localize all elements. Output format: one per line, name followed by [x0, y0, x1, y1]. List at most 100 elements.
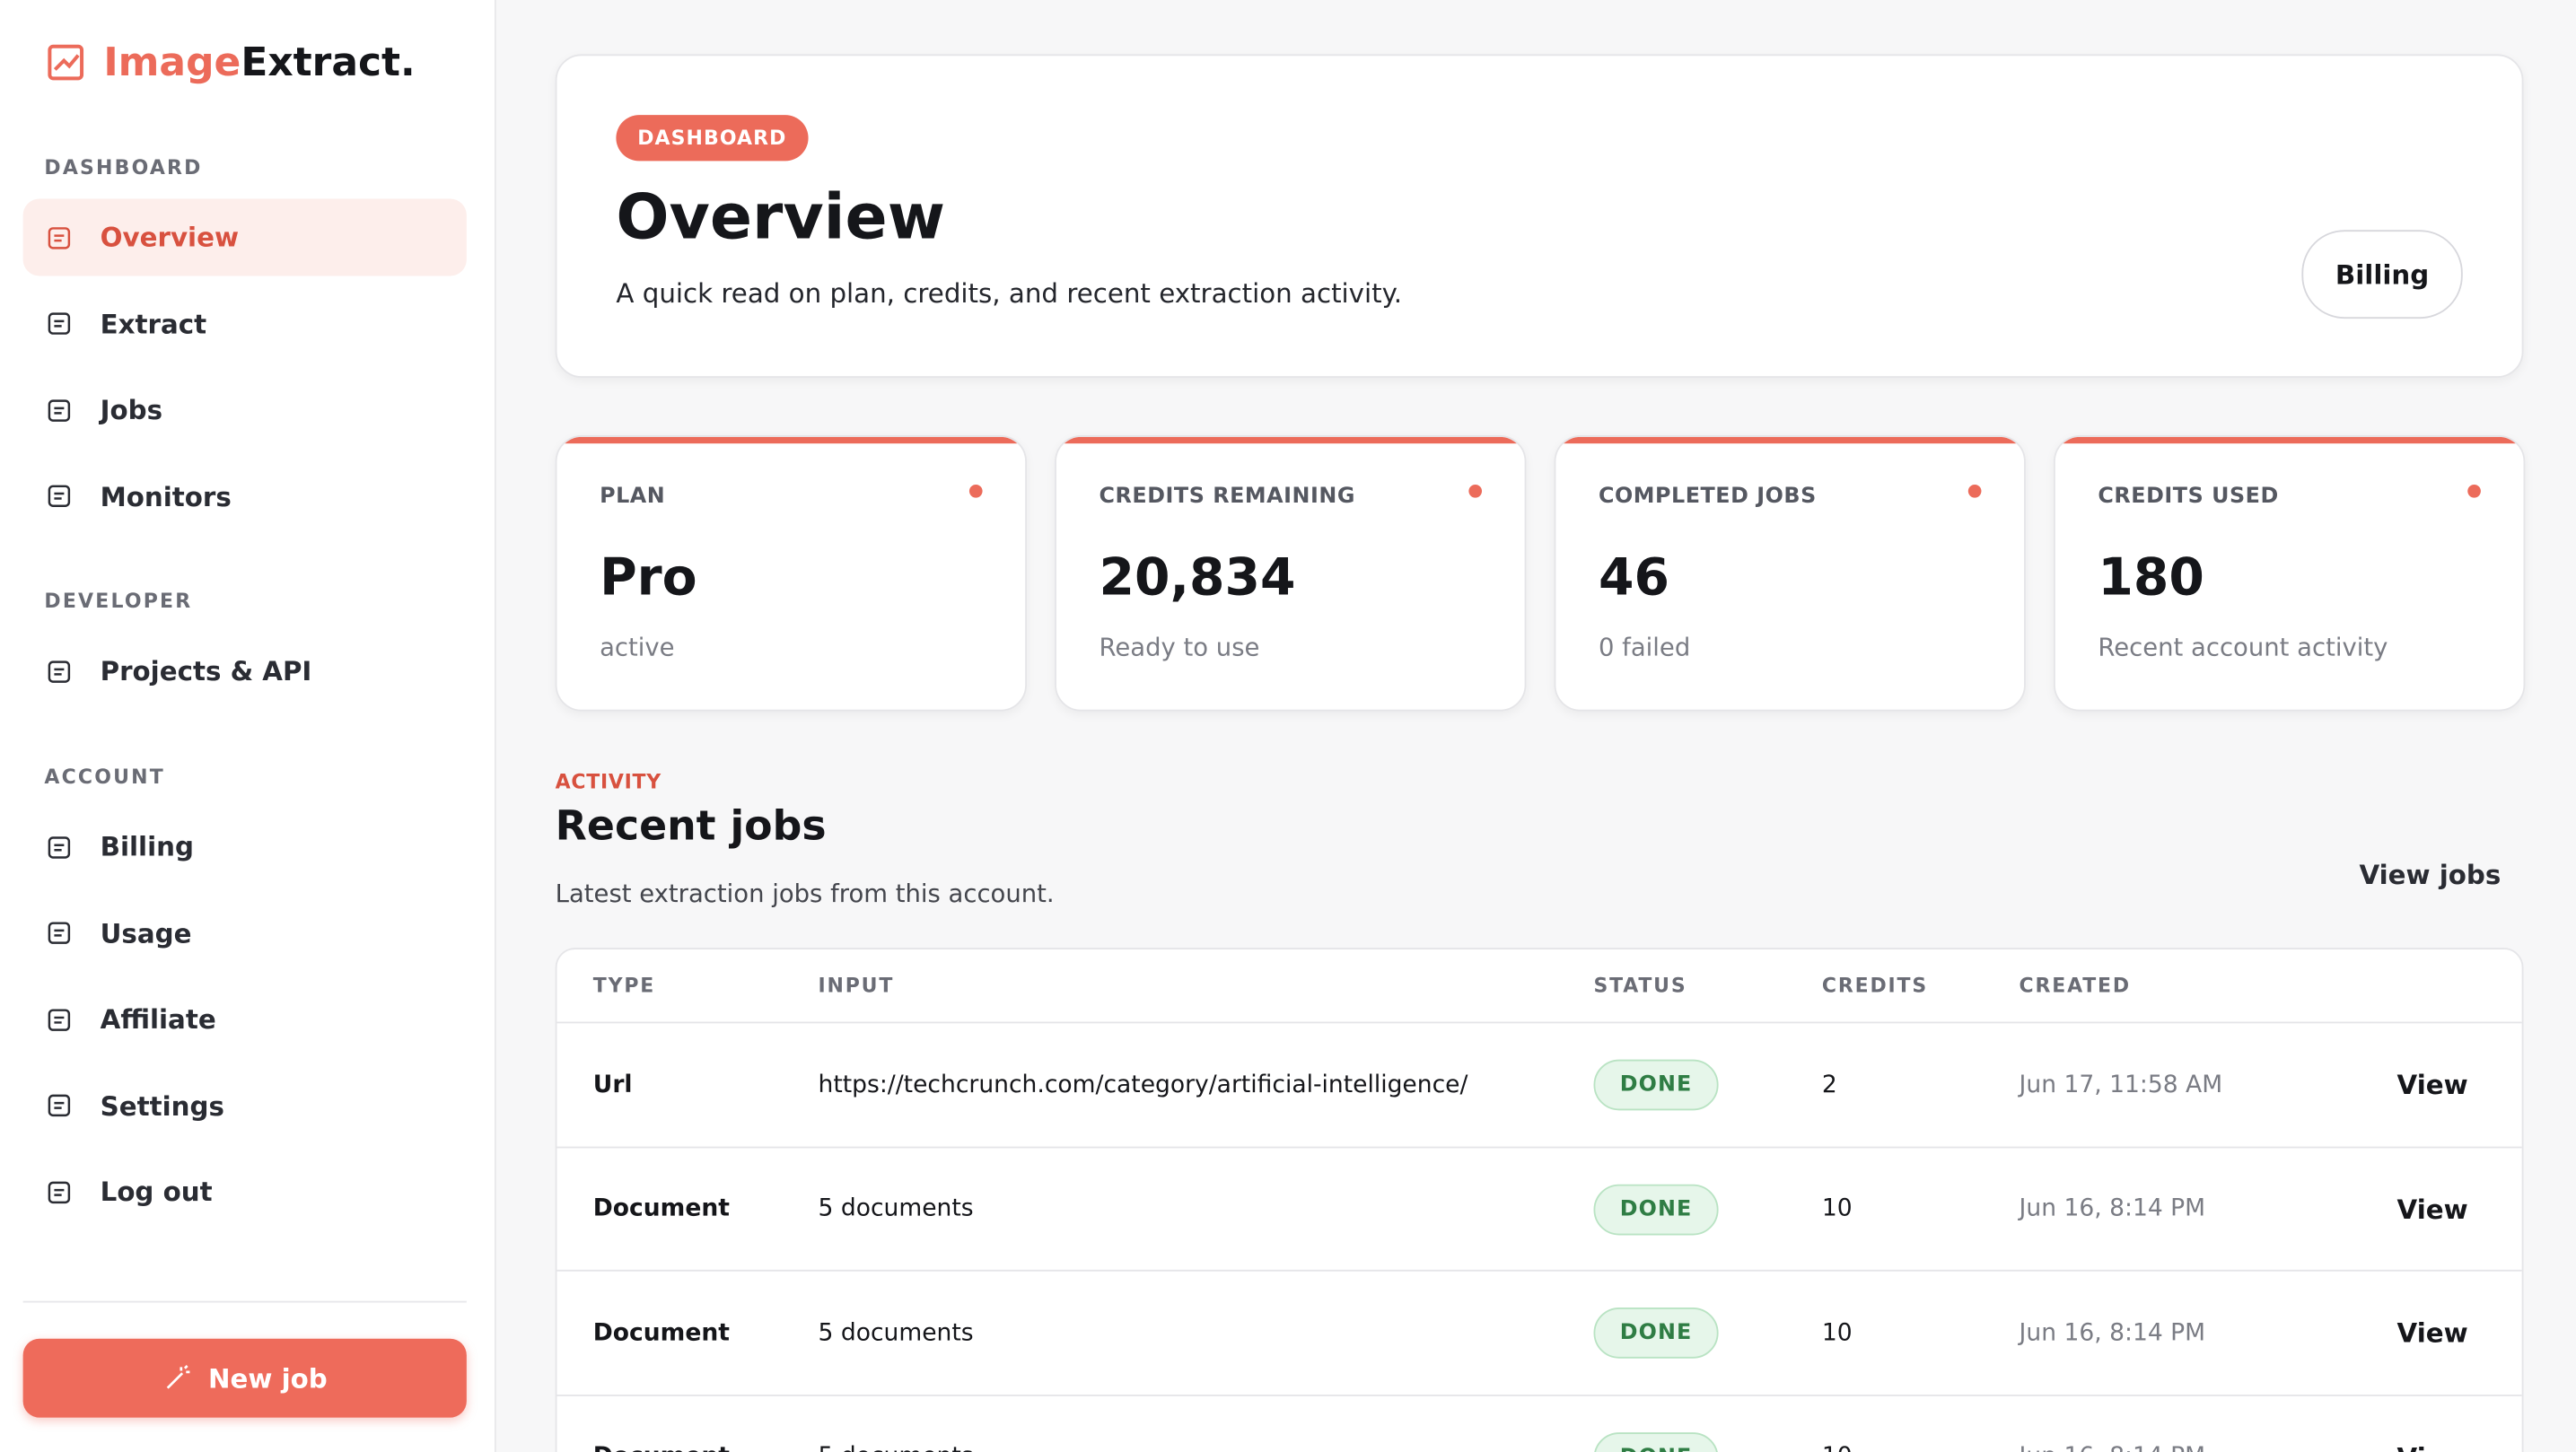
accent-bar [1555, 436, 2025, 444]
nav-icon [48, 312, 71, 335]
table-cell: Jun 16, 8:14 PM [2020, 1395, 2205, 1452]
nav-label: Monitors [100, 480, 232, 512]
nav-item[interactable]: Monitors [23, 458, 467, 535]
table-cell[interactable]: View [2397, 1395, 2468, 1452]
table-row: Document 5 documents DONE 10 Jun 16, 8:14 PM… [556, 1145, 2522, 1271]
status-pill: DONE [1593, 1059, 1719, 1111]
table-cell: DONE [1593, 1395, 1719, 1452]
nav-label: Overview [100, 222, 240, 253]
nav-icon [48, 1094, 71, 1117]
stat-note: active [600, 632, 675, 662]
table-cell: Document [592, 1319, 730, 1347]
stat-card: PLAN Pro active [555, 435, 1027, 712]
nav-item[interactable]: Settings [23, 1067, 467, 1144]
accent-bar [1056, 436, 1525, 444]
nav-item[interactable]: Log out [23, 1153, 467, 1230]
nav-icon [48, 660, 71, 682]
nav-label: Jobs [100, 394, 163, 426]
nav-item[interactable]: Affiliate [23, 981, 467, 1058]
nav-icon [48, 1180, 71, 1203]
table-cell: DONE [1593, 1148, 1719, 1271]
divider [22, 1300, 467, 1303]
accent-bar [2055, 436, 2524, 444]
section-subtitle: Latest extraction jobs from this account… [555, 879, 1055, 909]
eyebrow: ACTIVITY [555, 770, 662, 794]
brand-icon [48, 44, 84, 81]
nav-icon [48, 922, 71, 944]
status-dot [1468, 484, 1483, 498]
accent-bar [556, 436, 1026, 444]
brand: ImageExtract. [44, 39, 416, 86]
stat-value: 180 [2098, 548, 2204, 608]
table-cell: Document [592, 1195, 730, 1222]
status-pill: DONE [1593, 1183, 1719, 1235]
nav-icon [48, 485, 71, 507]
table-cell: Document [593, 1395, 730, 1452]
table-row: Url https://techcrunch.com/category/artif… [556, 1021, 2522, 1147]
nav-section-title: DASHBOARD [44, 155, 203, 179]
nav-item[interactable]: Billing [23, 809, 467, 886]
stat-card: COMPLETED JOBS 46 0 failed [1554, 435, 2026, 712]
table-cell: 5 documents [818, 1319, 974, 1347]
new-job-button[interactable]: New job [22, 1338, 467, 1418]
nav-label: Affiliate [100, 1003, 216, 1036]
table-cell[interactable]: View [2396, 1193, 2468, 1225]
table-cell: Jun 17, 11:58 AM [2019, 1072, 2223, 1098]
sidebar: ImageExtract. New job DASHBOARD Overview E… [0, 0, 496, 1452]
table-cell: Url [592, 1072, 633, 1098]
nav-icon [48, 835, 71, 858]
status-dot [1967, 484, 1982, 498]
wand-icon [166, 1365, 189, 1389]
nav-label: Extract [100, 308, 207, 339]
table-row: Document 5 documents DONE 10 Jun 16, 8:14 PM… [556, 1394, 2522, 1452]
status-dot [2467, 484, 2481, 498]
stat-card: CREDITS REMAINING 20,834 Ready to use [1055, 435, 1527, 712]
stat-note: Recent account activity [2098, 632, 2388, 662]
view-jobs-link[interactable]: View jobs [2359, 859, 2502, 891]
section-title: Recent jobs [555, 801, 827, 850]
status-pill: DONE [1593, 1307, 1719, 1359]
stat-card: CREDITS USED 180 Recent account activity [2054, 435, 2526, 712]
table-cell: DONE [1593, 1023, 1719, 1146]
table-cell: 5 documents [819, 1395, 974, 1452]
column-header: STATUS [1593, 974, 1687, 998]
table-cell: 10 [1821, 1319, 1853, 1347]
stat-note: Ready to use [1099, 632, 1260, 662]
status-pill: DONE [1593, 1431, 1719, 1452]
nav-icon [48, 1008, 71, 1030]
brand-rest: Extract. [241, 39, 416, 86]
stat-label: PLAN [600, 484, 666, 510]
stat-label: CREDITS REMAINING [1099, 484, 1355, 510]
table-cell: 10 [1822, 1395, 1853, 1452]
page-subtitle: A quick read on plan, credits, and recen… [616, 277, 1403, 310]
nav-label: Log out [100, 1176, 213, 1208]
nav-item[interactable]: Jobs [23, 372, 467, 449]
nav-section-title: DEVELOPER [44, 590, 193, 613]
stat-label: CREDITS USED [2098, 484, 2279, 510]
table-cell: 5 documents [818, 1195, 974, 1222]
table-cell: DONE [1593, 1272, 1719, 1395]
table-cell[interactable]: View [2396, 1069, 2468, 1101]
table-header: TYPE INPUT STATUS CREDITS CREATED [557, 949, 2522, 1022]
badge: DASHBOARD [616, 115, 809, 162]
brand-accent: Image [103, 39, 241, 86]
table-cell[interactable]: View [2396, 1316, 2468, 1349]
stat-label: COMPLETED JOBS [1598, 484, 1817, 510]
nav-icon [48, 398, 71, 421]
nav-item[interactable]: Projects & API [23, 633, 467, 710]
billing-button[interactable]: Billing [2301, 230, 2463, 319]
nav-item[interactable]: Extract [23, 285, 467, 363]
stat-value: 20,834 [1099, 548, 1296, 608]
nav-item[interactable]: Overview [22, 198, 467, 276]
page-title: Overview [616, 180, 945, 253]
column-header: CREDITS [1821, 974, 1928, 998]
table-cell: Jun 16, 8:14 PM [2019, 1195, 2206, 1222]
nav-label: Billing [100, 831, 194, 862]
nav-item[interactable]: Usage [23, 895, 467, 972]
nav-label: Settings [100, 1089, 224, 1122]
stat-value: 46 [1598, 548, 1669, 608]
status-dot [968, 484, 983, 498]
stat-value: Pro [600, 548, 697, 608]
